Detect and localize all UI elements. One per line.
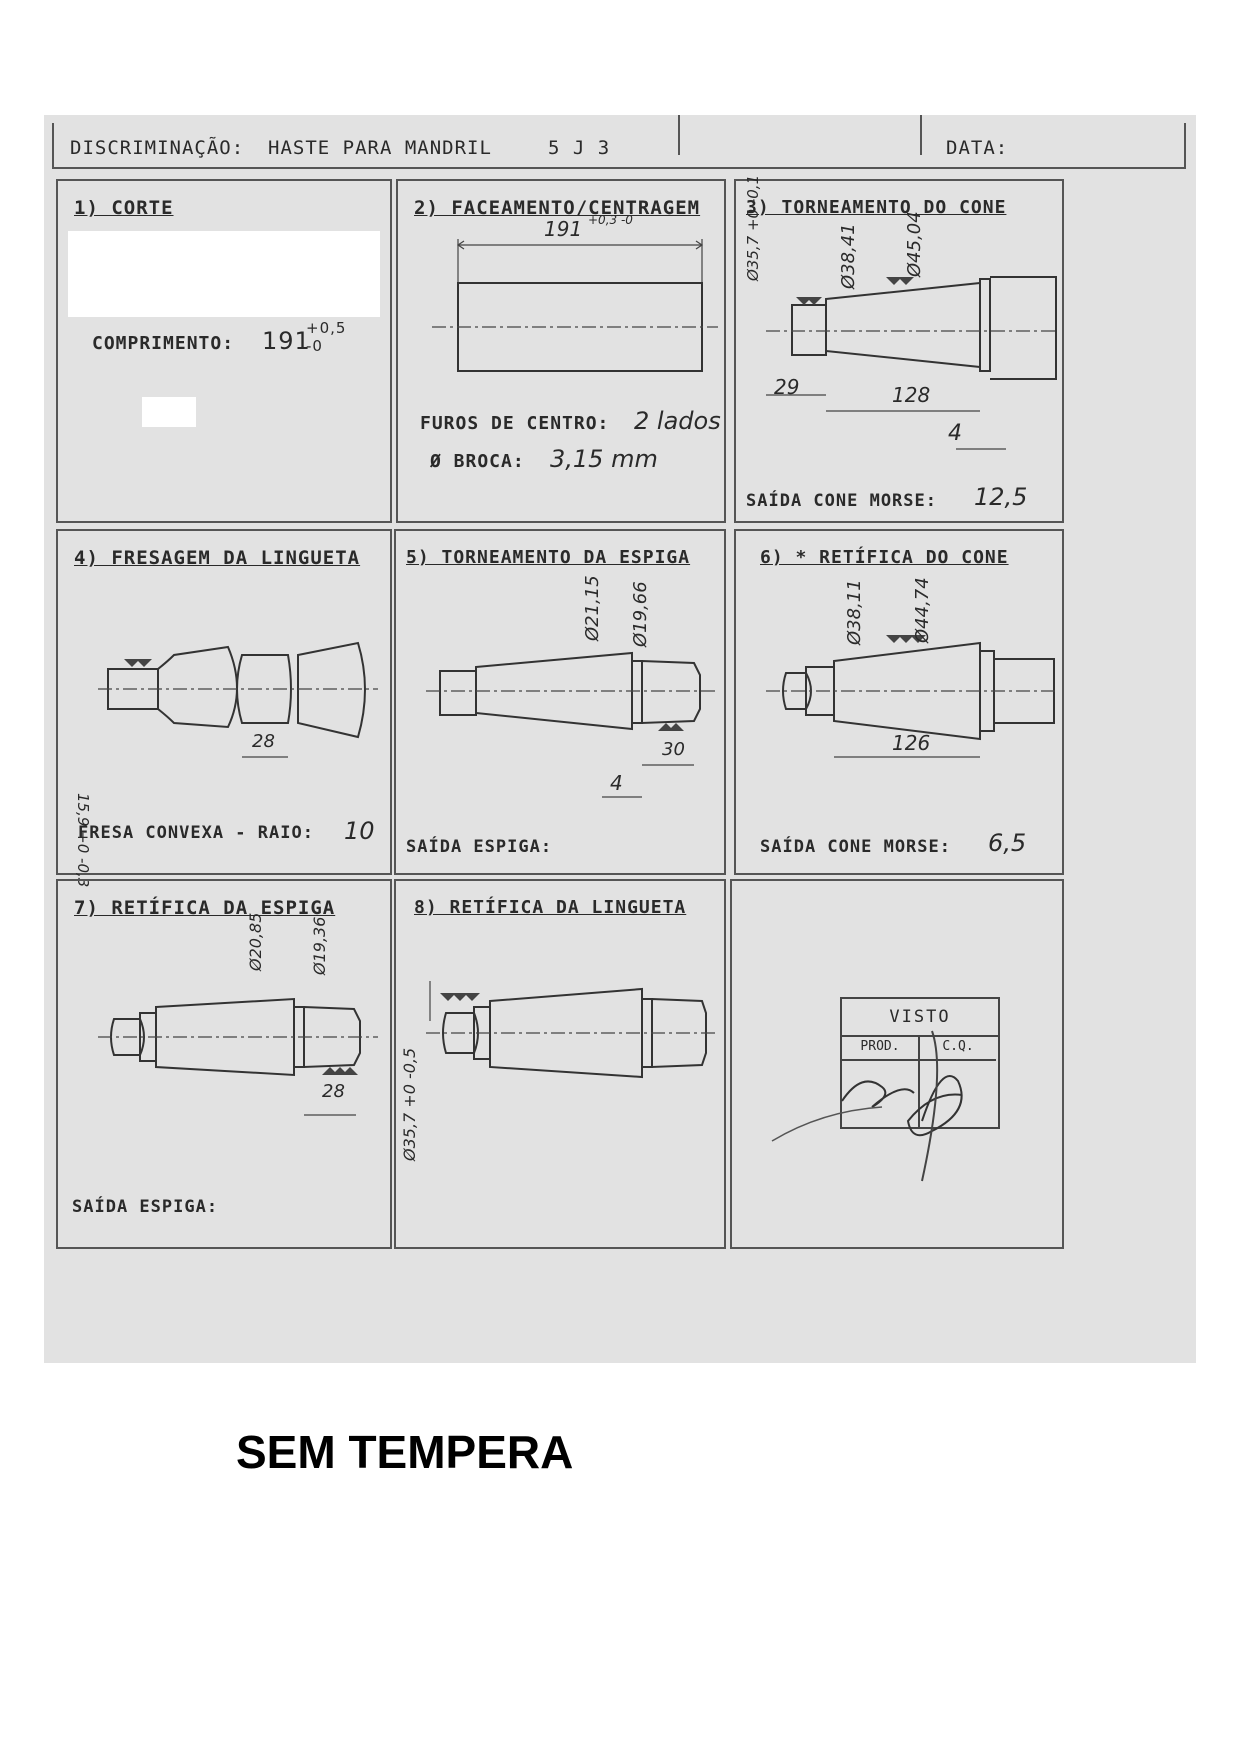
fresa-label: FRESA CONVEXA - RAIO: xyxy=(78,823,314,843)
saida-label: SAÍDA ESPIGA: xyxy=(406,837,553,857)
panel-retifica-espiga: 7) RETÍFICA DA ESPIGA Ø20,85 Ø19,36 28 S… xyxy=(56,879,392,1249)
saida-value: 6,5 xyxy=(988,829,1027,857)
dim-diameter-1: Ø35,7 +0 -0,1 xyxy=(744,174,762,281)
step-title: 5) TORNEAMENTO DA ESPIGA xyxy=(406,547,691,568)
dim-diameter-2: Ø19,36 xyxy=(310,916,329,975)
furos-label: FUROS DE CENTRO: xyxy=(420,413,610,434)
drawing-torneamento-cone xyxy=(766,276,1057,450)
drawing-fresagem xyxy=(98,641,378,758)
panel-visto: VISTO PROD. C.Q. xyxy=(730,879,1064,1249)
drawing-retifica-cone xyxy=(766,635,1056,758)
dim-126: 126 xyxy=(892,731,931,755)
dim-diameter-2: Ø44,74 xyxy=(912,577,933,643)
discriminacao-value: HASTE PARA MANDRIL xyxy=(268,137,492,159)
dim-28: 28 xyxy=(322,1081,345,1102)
step-title: 7) RETÍFICA DA ESPIGA xyxy=(74,897,336,919)
dim-30: 30 xyxy=(662,739,685,760)
dim-diameter-2: Ø38,41 xyxy=(838,223,859,289)
dim-4: 4 xyxy=(610,771,623,795)
dim-diameter: Ø35,7 +0 -0,5 xyxy=(400,1047,419,1161)
dim-128: 128 xyxy=(892,383,931,407)
dim-diameter-1: Ø20,85 xyxy=(246,912,265,971)
step-title: 4) FRESAGEM DA LINGUETA xyxy=(74,547,361,569)
saida-label: SAÍDA ESPIGA: xyxy=(72,1197,219,1217)
dim-29: 29 xyxy=(774,375,800,399)
drawing-torneamento-espiga xyxy=(426,651,716,798)
furos-value: 2 lados xyxy=(634,407,721,435)
footer-note: SEM TEMPERA xyxy=(236,1426,574,1478)
drawing-retifica-lingueta xyxy=(426,981,716,1079)
comprimento-value: 191 xyxy=(262,327,311,355)
dim-diameter-1: Ø21,15 xyxy=(582,575,603,641)
stamp-cq: C.Q. xyxy=(920,1035,996,1061)
redacted-box xyxy=(142,397,196,427)
panel-retifica-lingueta: 8) RETÍFICA DA LINGUETA Ø35,7 +0 -0,5 xyxy=(394,879,726,1249)
discriminacao-label: DISCRIMINAÇÃO: xyxy=(70,137,245,159)
redacted-box xyxy=(68,231,380,317)
panel-retifica-cone: 6) * RETÍFICA DO CONE Ø38,11 Ø44,74 126 … xyxy=(734,529,1064,875)
broca-label: Ø BROCA: xyxy=(430,451,525,472)
part-code: 5 J 3 xyxy=(548,137,611,159)
panel-torneamento-cone: 3) TORNEAMENTO DO CONE Ø35,7 +0 -0,1 Ø38… xyxy=(734,175,1064,523)
saida-value: 12,5 xyxy=(974,483,1028,511)
approval-stamp: VISTO PROD. C.Q. xyxy=(840,997,1000,1129)
signature xyxy=(771,1030,963,1182)
data-label: DATA: xyxy=(946,137,1009,159)
step-title: 8) RETÍFICA DA LINGUETA xyxy=(414,897,687,918)
tolerance-lower: -0 xyxy=(306,337,323,355)
step-title: 3) TORNEAMENTO DO CONE xyxy=(746,197,1007,218)
step-title: 1) CORTE xyxy=(74,197,174,219)
step-title: 2) FACEAMENTO/CENTRAGEM xyxy=(414,197,701,219)
panel-torneamento-espiga: 5) TORNEAMENTO DA ESPIGA Ø21,15 Ø19,66 3… xyxy=(394,529,726,875)
stamp-prod: PROD. xyxy=(842,1035,920,1061)
tolerance-upper: +0,5 xyxy=(306,319,347,337)
saida-label: SAÍDA CONE MORSE: xyxy=(746,491,937,511)
panel-corte: 1) CORTE COMPRIMENTO: 191 +0,5 -0 xyxy=(56,179,392,523)
dim-diameter-3: Ø45,04 xyxy=(904,211,925,277)
dim-tolerance: +0,3 -0 xyxy=(588,213,633,227)
header-row: DISCRIMINAÇÃO: HASTE PARA MANDRIL 5 J 3 … xyxy=(52,123,1186,169)
panel-faceamento: 2) FACEAMENTO/CENTRAGEM 191 +0,3 -0 FURO… xyxy=(396,179,726,523)
process-sheet: DISCRIMINAÇÃO: HASTE PARA MANDRIL 5 J 3 … xyxy=(44,115,1196,1363)
dim-diameter-1: Ø38,11 xyxy=(844,579,865,645)
panel-fresagem: 4) FRESAGEM DA LINGUETA 15,9 +0 -0,3 28 … xyxy=(56,529,392,887)
saida-label: SAÍDA CONE MORSE: xyxy=(760,837,951,857)
stamp-visto: VISTO xyxy=(842,999,998,1037)
dim-diameter-2: Ø19,66 xyxy=(630,581,651,647)
step-title: 6) * RETÍFICA DO CONE xyxy=(760,547,1009,568)
dim-28: 28 xyxy=(252,731,275,752)
dim-length: 191 xyxy=(544,217,583,241)
drawing-faceamento xyxy=(432,239,718,372)
broca-value: 3,15 mm xyxy=(550,445,658,473)
drawing-retifica-espiga xyxy=(98,997,378,1116)
dim-4: 4 xyxy=(948,421,962,446)
comprimento-label: COMPRIMENTO: xyxy=(92,333,235,354)
fresa-value: 10 xyxy=(344,817,375,845)
